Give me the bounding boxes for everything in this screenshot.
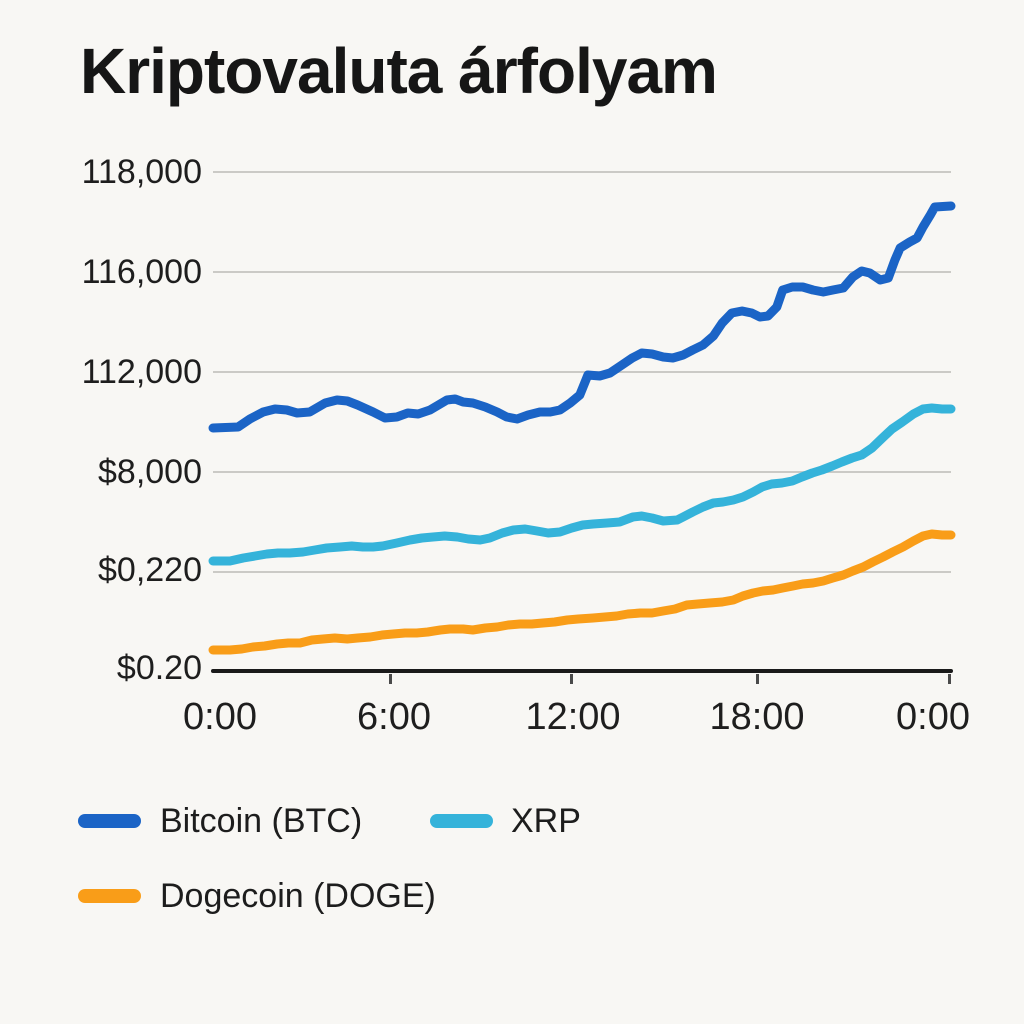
y-tick-label-6: $0.20 bbox=[116, 649, 202, 687]
x-tick-18h bbox=[756, 674, 759, 684]
x-axis-line bbox=[211, 669, 953, 673]
x-tick-label-18h: 18:00 bbox=[709, 696, 805, 738]
x-tick-label-12h: 12:00 bbox=[525, 696, 621, 738]
y-tick-label-2: 116,000 bbox=[81, 253, 202, 291]
xrp-legend-swatch bbox=[430, 814, 493, 828]
dogecoin-legend-label: Dogecoin (DOGE) bbox=[160, 877, 436, 915]
y-tick-label-1: 118,000 bbox=[81, 153, 202, 191]
x-tick-label-6h: 6:00 bbox=[357, 696, 431, 738]
series-line-bitcoin-btc bbox=[208, 201, 956, 433]
y-tick-label-3: 112,000 bbox=[81, 353, 202, 391]
gridline-8000 bbox=[213, 471, 951, 473]
x-tick-label-24h: 0:00 bbox=[896, 696, 970, 738]
y-tick-label-4: $8,000 bbox=[98, 453, 202, 491]
gridline-118000 bbox=[213, 171, 951, 173]
x-tick-6h bbox=[389, 674, 392, 684]
x-tick-label-0h: 0:00 bbox=[183, 696, 257, 738]
page-title: Kriptovaluta árfolyam bbox=[80, 35, 718, 107]
series-line-xrp bbox=[208, 403, 956, 566]
gridline-0220 bbox=[213, 571, 951, 573]
x-tick-12h bbox=[570, 674, 573, 684]
bitcoin-legend-swatch bbox=[78, 814, 141, 828]
dogecoin-legend-swatch bbox=[78, 889, 141, 903]
y-tick-label-5: $0,220 bbox=[98, 551, 202, 589]
x-tick-24h bbox=[948, 674, 951, 684]
series-line-dogecoin-doge bbox=[208, 529, 956, 655]
bitcoin-legend-label: Bitcoin (BTC) bbox=[160, 802, 363, 840]
gridline-116000 bbox=[213, 271, 951, 273]
gridline-112000 bbox=[213, 371, 951, 373]
xrp-legend-label: XRP bbox=[511, 802, 581, 840]
